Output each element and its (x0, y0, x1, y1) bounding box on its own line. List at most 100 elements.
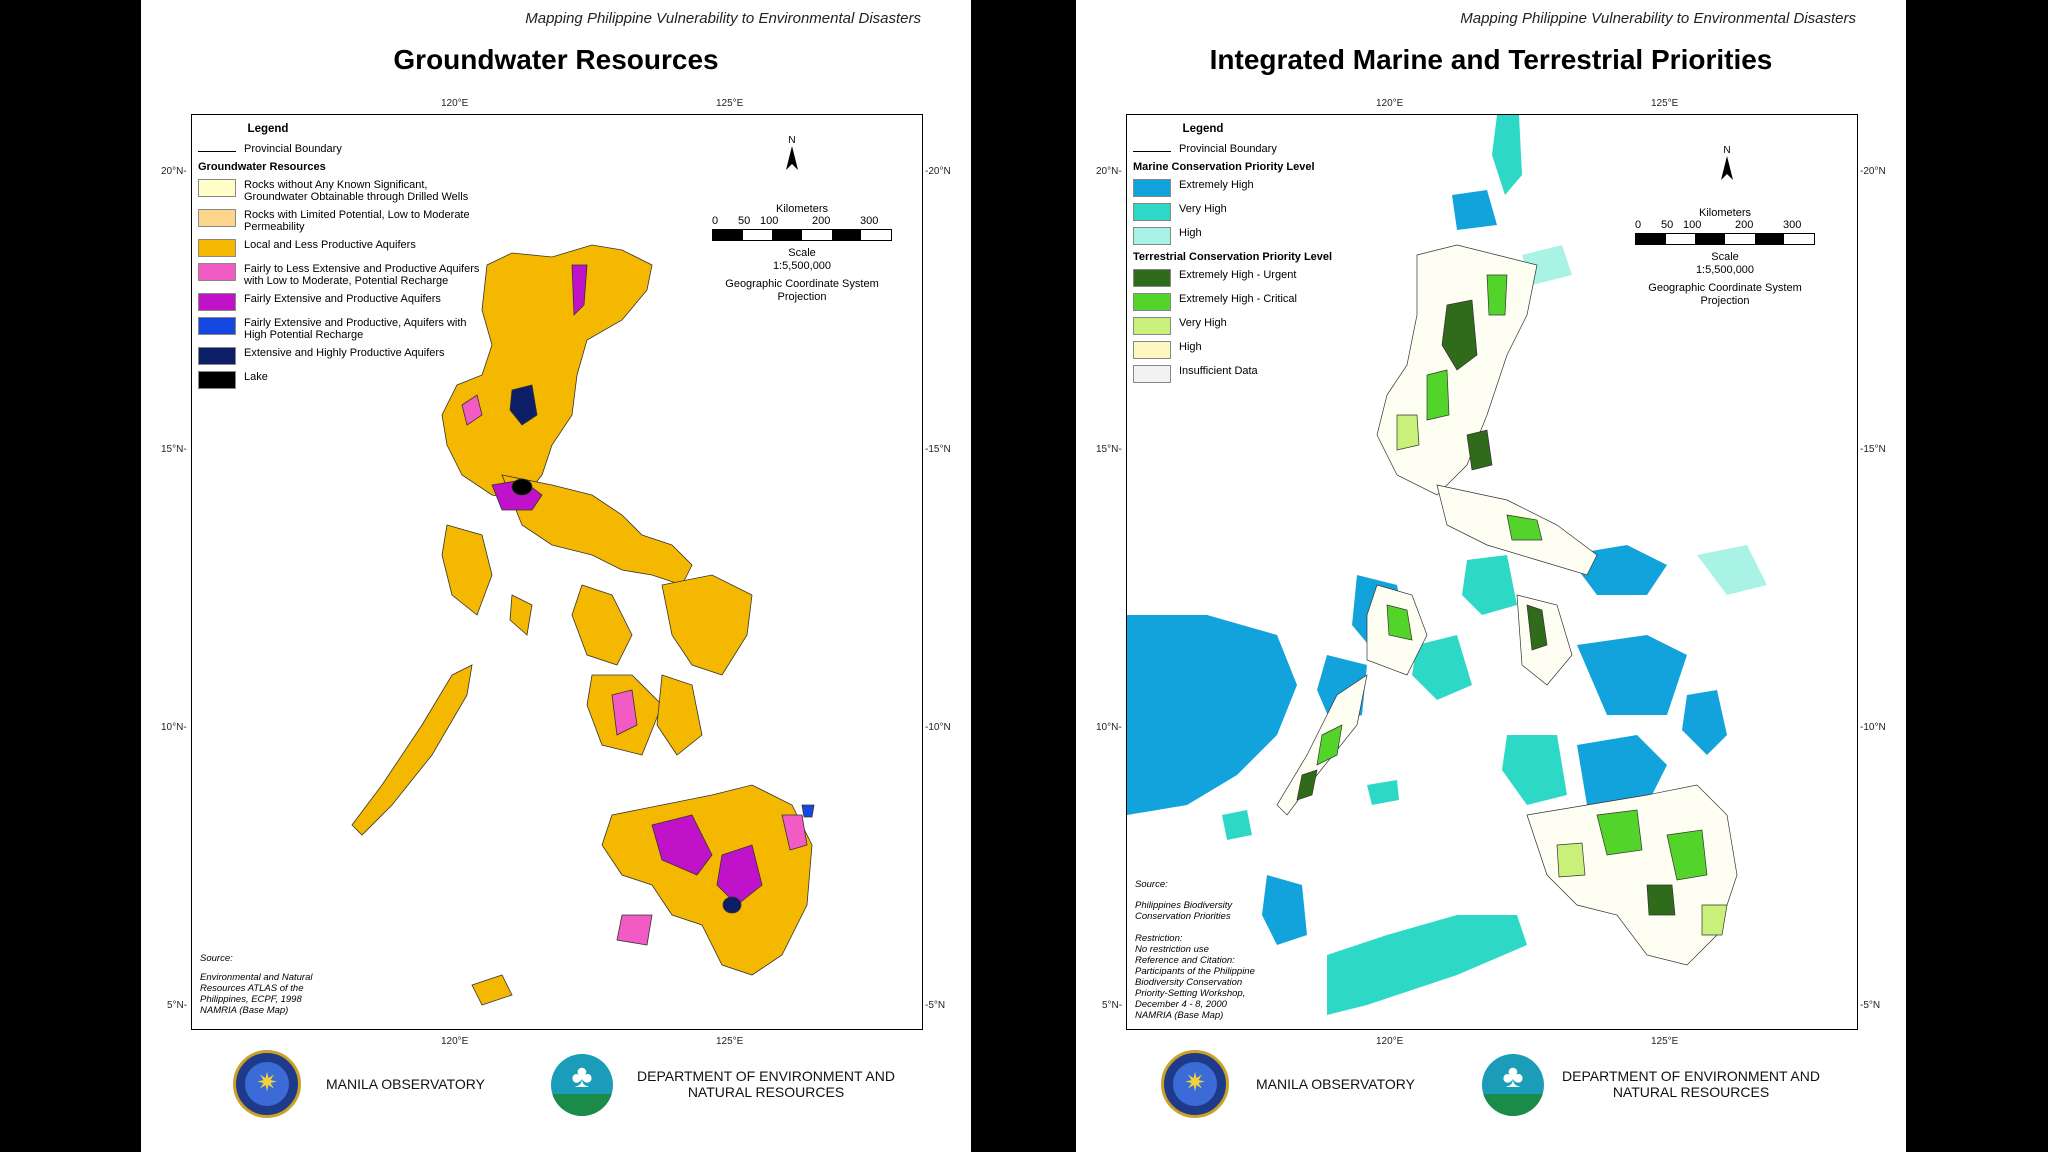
lat-tick-20-left: 20°N- (161, 166, 187, 177)
source-lines: Environmental and Natural Resources ATLAS… (200, 972, 350, 1016)
source-line: NAMRIA (Base Map) (1135, 1010, 1224, 1021)
lon-tick-120-top: 120°E (1376, 98, 1404, 109)
source-line: No restriction use (1135, 944, 1209, 955)
legend-section-terrestrial: Terrestrial Conservation Priority Level (1133, 251, 1333, 263)
legend-label: Fairly Extensive and Productive, Aquifer… (244, 317, 467, 341)
scale-bar-graphic (712, 229, 892, 241)
legend-swatch (1133, 365, 1171, 383)
marine-priority-areas (1127, 115, 1767, 1015)
legend-label: Insufficient Data (1179, 365, 1258, 377)
source-line: Biodiversity Conservation (1135, 977, 1243, 988)
legend-row-boundary: Provincial Boundary (1133, 143, 1423, 155)
denr-logo-icon: ♣ (1482, 1054, 1544, 1116)
lat-tick-15-left: 15°N- (161, 444, 187, 455)
lon-tick-120-bottom: 120°E (441, 1036, 469, 1047)
lat-tick-15-left: 15°N- (1096, 444, 1122, 455)
source-note: Source: Philippines Biodiversity Conserva… (1135, 879, 1285, 1021)
scale-tick-labels: 0 50 100 200 300 (712, 215, 892, 229)
legend-label: High (1179, 341, 1202, 353)
north-arrow-icon (1721, 156, 1733, 180)
manila-observatory-label: MANILA OBSERVATORY (1256, 1076, 1415, 1092)
lon-tick-120-bottom: 120°E (1376, 1036, 1404, 1047)
boundary-line-swatch (1133, 143, 1171, 152)
north-label: N (788, 135, 796, 146)
legend-title: Legend (1182, 123, 1224, 135)
scale-units: Kilometers (776, 203, 828, 215)
projection-line-2: Projection (777, 291, 827, 303)
denr-label-line-1: DEPARTMENT OF ENVIRONMENT AND (1562, 1068, 1820, 1084)
scale-tick-label: 300 (1783, 219, 1802, 231)
source-line: NAMRIA (Base Map) (200, 1005, 289, 1016)
legend-row-groundwater-3: Fairly to Less Extensive and Productive … (198, 263, 488, 287)
palawan-landmass (351, 664, 473, 836)
denr-logo-icon: ♣ (551, 1054, 613, 1116)
legend-swatch (1133, 179, 1171, 197)
source-line: Participants of the Philippine (1135, 966, 1255, 977)
legend-swatch (198, 209, 236, 227)
legend-section-marine: Marine Conservation Priority Level (1133, 161, 1315, 173)
manila-observatory-label: MANILA OBSERVATORY (326, 1076, 485, 1092)
legend-swatch (198, 239, 236, 257)
map-frame: Legend Provincial Boundary Marine Conser… (1126, 114, 1858, 1030)
scale-value: 1:5,500,000 (772, 260, 832, 272)
scale-units: Kilometers (1699, 207, 1751, 219)
scale-value: 1:5,500,000 (1695, 264, 1755, 276)
legend-label: Extremely High - Urgent (1179, 269, 1297, 281)
manila-observatory-seal-icon: ✷ (1161, 1050, 1229, 1118)
scale-tick-label: 100 (1683, 219, 1702, 231)
scale-tick-label: 200 (812, 215, 831, 227)
legend-row-terrestrial-4: Insufficient Data (1133, 365, 1423, 383)
scale-bar-graphic (1635, 233, 1815, 245)
legend-label: Very High (1179, 203, 1227, 215)
legend-label: Extensive and Highly Productive Aquifers (244, 347, 445, 359)
source-line: Philippines, ECPF, 1998 (200, 994, 302, 1005)
legend-row-groundwater-2: Local and Less Productive Aquifers (198, 239, 488, 257)
legend-label: Provincial Boundary (1179, 143, 1277, 155)
manila-observatory-seal-icon: ✷ (233, 1050, 301, 1118)
legend-swatch (1133, 269, 1171, 287)
legend-row-groundwater-1: Rocks with Limited Potential, Low to Mod… (198, 209, 488, 233)
legend-swatch (198, 293, 236, 311)
legend-label: Extremely High (1179, 179, 1254, 191)
mindanao-landmass (471, 784, 815, 1006)
legend-label: Very High (1179, 317, 1227, 329)
legend-swatch (198, 263, 236, 281)
legend-swatch (1133, 341, 1171, 359)
north-arrow: N (1719, 145, 1735, 185)
groundwater-map-panel: Mapping Philippine Vulnerability to Envi… (141, 0, 971, 1152)
source-line: Reference and Citation: (1135, 955, 1235, 966)
legend-swatch (1133, 317, 1171, 335)
visayas-landmass (441, 524, 753, 756)
legend-label: Provincial Boundary (244, 143, 342, 155)
source-line: Resources ATLAS of the (200, 983, 304, 994)
denr-label-line-2: NATURAL RESOURCES (1612, 1084, 1770, 1100)
legend-swatch (198, 317, 236, 335)
lat-tick-20-left: 20°N- (1096, 166, 1122, 177)
header-note: Mapping Philippine Vulnerability to Envi… (1460, 10, 1856, 27)
legend-row-boundary: Provincial Boundary (198, 143, 488, 155)
legend-section-title: Groundwater Resources (198, 161, 326, 173)
source-line: Restriction: (1135, 933, 1183, 944)
marine-legend-items: Extremely High Very High High (1133, 179, 1423, 245)
scale-tick-label: 300 (860, 215, 879, 227)
legend-row-terrestrial-0: Extremely High - Urgent (1133, 269, 1423, 287)
legend-row-marine-2: High (1133, 227, 1423, 245)
map-title: Integrated Marine and Terrestrial Priori… (1209, 44, 1773, 75)
boundary-line-swatch (198, 143, 236, 152)
lat-tick-10-left: 10°N- (161, 722, 187, 733)
lat-tick-15-right: -15°N (1860, 444, 1886, 455)
legend-row-groundwater-0: Rocks without Any Known Significant, Gro… (198, 179, 488, 203)
legend-label: High (1179, 227, 1202, 239)
lon-tick-125-bottom: 125°E (716, 1036, 744, 1047)
source-heading: Source: (200, 953, 233, 964)
north-label: N (1723, 145, 1731, 156)
legend-label: Local and Less Productive Aquifers (244, 239, 416, 251)
legend-row-terrestrial-3: High (1133, 341, 1423, 359)
source-line: Conservation Priorities (1135, 911, 1231, 922)
legend-label: Fairly to Less Extensive and Productive … (244, 263, 480, 287)
legend-swatch (1133, 293, 1171, 311)
legend-title: Legend (247, 123, 289, 135)
lon-tick-120-top: 120°E (441, 98, 469, 109)
scale-tick-label: 100 (760, 215, 779, 227)
lat-tick-15-right: -15°N (925, 444, 951, 455)
